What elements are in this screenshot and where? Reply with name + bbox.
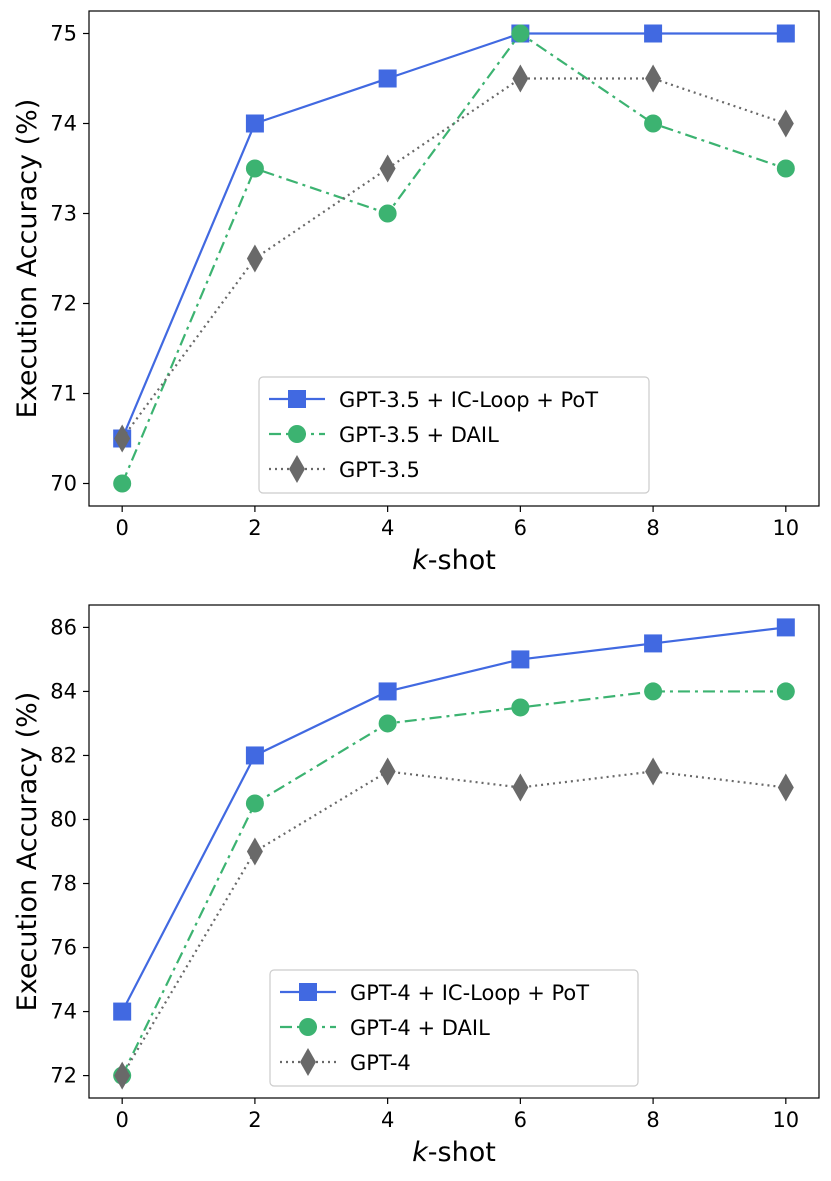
data-point xyxy=(113,474,132,493)
legend-label: GPT-3.5 xyxy=(339,458,420,482)
data-point xyxy=(378,682,397,701)
y-tick-label: 78 xyxy=(50,872,77,896)
series-line-1 xyxy=(121,32,786,439)
x-tick-label: 4 xyxy=(381,516,394,540)
x-tick-label: 10 xyxy=(772,516,799,540)
legend-marker xyxy=(288,425,306,443)
chart-1: 0 2 4 6 8 10 70 71 72 73 74 75 k-shot Execution Accur… xyxy=(12,10,820,576)
data-point xyxy=(245,794,264,813)
legend-marker xyxy=(299,983,317,1001)
series-line-3 xyxy=(121,770,786,1077)
data-point xyxy=(378,69,397,88)
data-point xyxy=(777,109,794,138)
x-tick-label: 8 xyxy=(646,516,659,540)
data-point xyxy=(511,24,530,43)
x-axis-label: k-shot xyxy=(412,545,496,576)
data-point xyxy=(644,24,663,43)
x-tick-label: 2 xyxy=(248,516,261,540)
data-point xyxy=(776,618,795,637)
y-tick-label: 82 xyxy=(50,743,77,767)
data-point xyxy=(645,757,662,786)
y-tick-label: 70 xyxy=(50,472,77,496)
data-point xyxy=(246,244,263,273)
y-tick-label: 76 xyxy=(50,936,77,960)
legend-marker xyxy=(288,390,306,408)
legend-marker xyxy=(289,455,305,483)
legend: GPT-3.5 + IC-Loop + PoT GPT-3.5 + DAIL GPT… xyxy=(258,376,650,494)
legend-box xyxy=(258,376,650,494)
data-point xyxy=(776,24,795,43)
legend-label: GPT-3.5 + IC-Loop + PoT xyxy=(339,388,598,412)
data-point xyxy=(644,682,663,701)
y-axis-label: Execution Accuracy (%) xyxy=(12,99,43,419)
data-point xyxy=(245,746,264,765)
plot-frame xyxy=(88,604,820,1099)
data-point xyxy=(511,698,530,717)
legend-box xyxy=(269,969,639,1087)
data-point xyxy=(776,159,795,178)
x-axis-label: k-shot xyxy=(412,1137,496,1168)
data-point xyxy=(246,837,263,866)
data-point xyxy=(245,159,264,178)
data-point xyxy=(378,714,397,733)
data-point xyxy=(113,1002,132,1021)
x-tick-label: 6 xyxy=(514,1108,527,1132)
legend-label: GPT-4 xyxy=(350,1051,411,1075)
legend-label: GPT-4 + DAIL xyxy=(350,1016,490,1040)
y-axis-label: Execution Accuracy (%) xyxy=(12,692,43,1012)
plot-frame xyxy=(88,10,820,507)
series-line-2 xyxy=(121,31,787,484)
x-tick-label: 8 xyxy=(646,1108,659,1132)
y-tick-label: 80 xyxy=(50,807,77,831)
y-tick-label: 86 xyxy=(50,615,77,639)
y-tick-label: 74 xyxy=(50,112,77,136)
legend-marker xyxy=(300,1048,316,1076)
legend: GPT-4 + IC-Loop + PoT GPT-4 + DAIL GPT-4 xyxy=(269,969,639,1087)
data-point xyxy=(114,1061,131,1090)
series-line-2 xyxy=(121,690,786,1077)
x-tick-label: 0 xyxy=(115,1108,128,1132)
data-point xyxy=(644,634,663,653)
legend-marker xyxy=(299,1018,317,1036)
y-tick-label: 72 xyxy=(50,292,77,316)
data-point xyxy=(512,773,529,802)
data-point xyxy=(645,64,662,93)
data-point xyxy=(379,757,396,786)
x-tick-label: 6 xyxy=(514,516,527,540)
y-tick-label: 75 xyxy=(50,22,77,46)
y-tick-label: 72 xyxy=(50,1064,77,1088)
data-point xyxy=(378,204,397,223)
x-tick-label: 2 xyxy=(248,1108,261,1132)
legend-label: GPT-3.5 + DAIL xyxy=(339,423,499,447)
x-tick-label: 4 xyxy=(381,1108,394,1132)
x-tick-label: 0 xyxy=(115,516,128,540)
data-point xyxy=(114,424,131,453)
series-line-3 xyxy=(121,77,787,440)
data-point xyxy=(512,64,529,93)
y-tick-label: 73 xyxy=(50,202,77,226)
data-point xyxy=(511,650,530,669)
chart-2: 0 2 4 6 8 10 72 74 76 78 80 82 84 86 k-shot Execution A… xyxy=(12,604,820,1168)
data-point xyxy=(777,773,794,802)
data-point xyxy=(379,154,396,183)
data-point xyxy=(776,682,795,701)
y-tick-label: 84 xyxy=(50,679,77,703)
y-tick-label: 71 xyxy=(50,382,77,406)
series-line-1 xyxy=(121,626,786,1013)
x-tick-label: 10 xyxy=(772,1108,799,1132)
legend-label: GPT-4 + IC-Loop + PoT xyxy=(350,981,589,1005)
data-point xyxy=(245,114,264,133)
y-tick-label: 74 xyxy=(50,1000,77,1024)
data-point xyxy=(644,114,663,133)
